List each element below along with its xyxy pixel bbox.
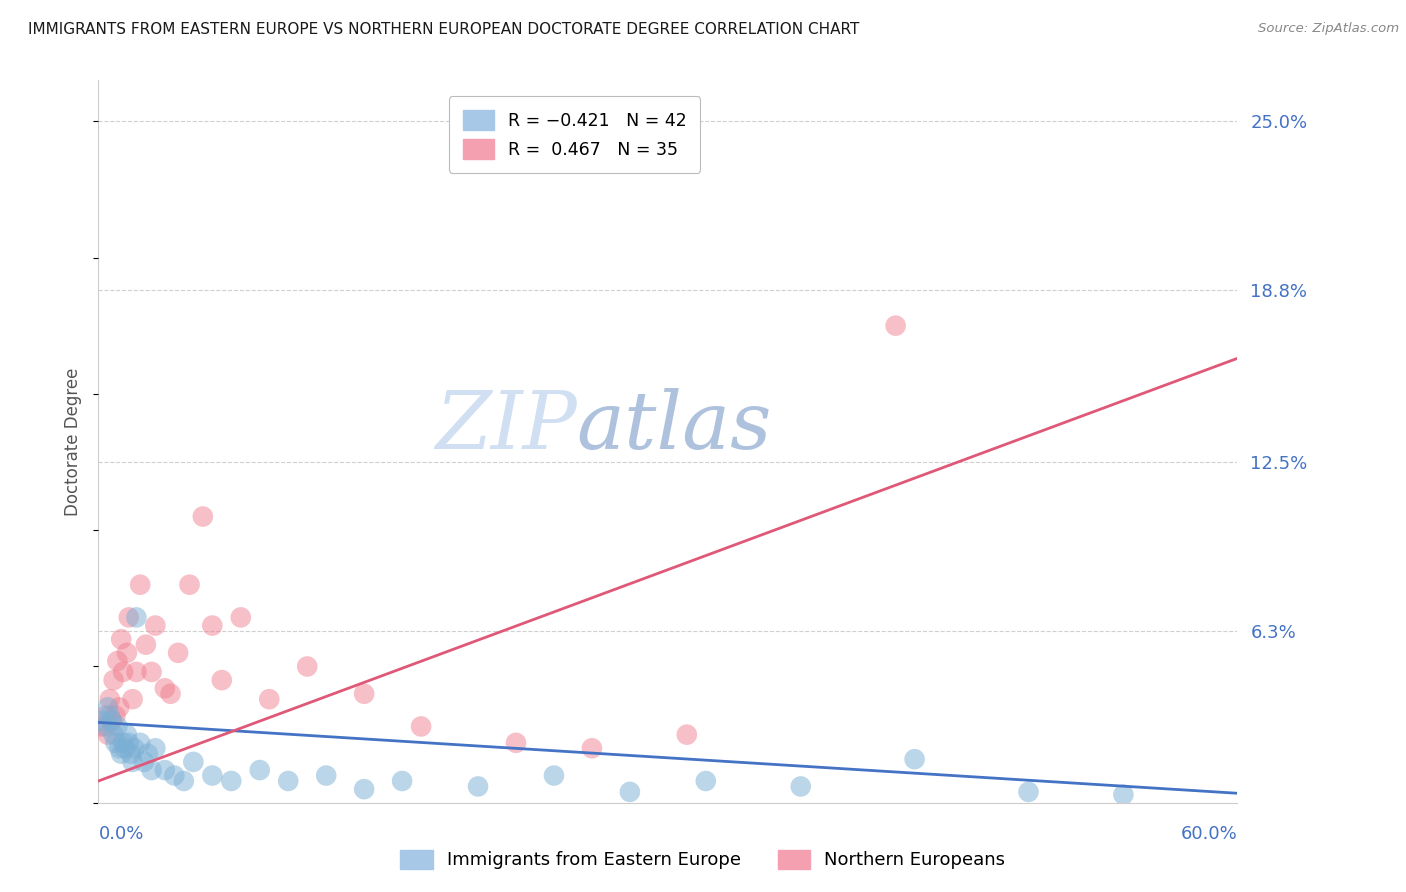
Text: 0.0%: 0.0% xyxy=(98,824,143,843)
Point xyxy=(790,780,813,794)
Point xyxy=(391,774,413,789)
Point xyxy=(884,318,907,333)
Legend: R = −0.421   N = 42, R =  0.467   N = 35: R = −0.421 N = 42, R = 0.467 N = 35 xyxy=(449,96,700,173)
Point xyxy=(1112,788,1135,802)
Point xyxy=(179,577,201,591)
Point xyxy=(132,755,155,769)
Point xyxy=(163,768,186,782)
Point xyxy=(104,736,127,750)
Point xyxy=(118,736,141,750)
Point xyxy=(229,610,252,624)
Point xyxy=(121,755,143,769)
Point xyxy=(107,654,129,668)
Point xyxy=(112,665,135,679)
Point xyxy=(695,774,717,789)
Point xyxy=(467,780,489,794)
Point xyxy=(115,728,138,742)
Point xyxy=(353,782,375,797)
Point xyxy=(277,774,299,789)
Point xyxy=(91,719,114,733)
Text: atlas: atlas xyxy=(576,388,772,466)
Point xyxy=(543,768,565,782)
Point xyxy=(145,618,167,632)
Point xyxy=(112,736,135,750)
Point xyxy=(121,692,143,706)
Point xyxy=(153,763,176,777)
Point xyxy=(125,665,148,679)
Point xyxy=(118,610,141,624)
Point xyxy=(353,687,375,701)
Point xyxy=(159,687,181,701)
Point xyxy=(141,665,163,679)
Text: 60.0%: 60.0% xyxy=(1181,824,1237,843)
Point xyxy=(115,646,138,660)
Point xyxy=(110,632,132,647)
Point xyxy=(103,673,125,687)
Point xyxy=(100,714,122,728)
Point xyxy=(904,752,927,766)
Point xyxy=(676,728,699,742)
Point xyxy=(100,714,122,728)
Point xyxy=(103,728,125,742)
Point xyxy=(505,736,527,750)
Point xyxy=(211,673,233,687)
Point xyxy=(108,700,131,714)
Point xyxy=(201,768,224,782)
Point xyxy=(108,741,131,756)
Point xyxy=(94,708,117,723)
Point xyxy=(97,728,120,742)
Y-axis label: Doctorate Degree: Doctorate Degree xyxy=(65,368,83,516)
Point xyxy=(1018,785,1040,799)
Point xyxy=(124,741,146,756)
Point xyxy=(411,719,433,733)
Point xyxy=(201,618,224,632)
Point xyxy=(191,509,214,524)
Text: ZIP: ZIP xyxy=(434,388,576,466)
Point xyxy=(136,747,159,761)
Point xyxy=(221,774,243,789)
Point xyxy=(114,741,136,756)
Text: Source: ZipAtlas.com: Source: ZipAtlas.com xyxy=(1258,22,1399,36)
Point xyxy=(91,714,114,728)
Point xyxy=(619,785,641,799)
Point xyxy=(315,768,337,782)
Point xyxy=(98,708,121,723)
Point xyxy=(129,577,152,591)
Point xyxy=(183,755,205,769)
Point xyxy=(129,736,152,750)
Point xyxy=(110,747,132,761)
Point xyxy=(153,681,176,696)
Point xyxy=(125,610,148,624)
Legend: Immigrants from Eastern Europe, Northern Europeans: Immigrants from Eastern Europe, Northern… xyxy=(391,840,1015,879)
Text: IMMIGRANTS FROM EASTERN EUROPE VS NORTHERN EUROPEAN DOCTORATE DEGREE CORRELATION: IMMIGRANTS FROM EASTERN EUROPE VS NORTHE… xyxy=(28,22,859,37)
Point xyxy=(297,659,319,673)
Point xyxy=(173,774,195,789)
Point xyxy=(120,747,142,761)
Point xyxy=(94,719,117,733)
Point xyxy=(104,708,127,723)
Point xyxy=(581,741,603,756)
Point xyxy=(97,700,120,714)
Point xyxy=(141,763,163,777)
Point xyxy=(135,638,157,652)
Point xyxy=(167,646,190,660)
Point xyxy=(249,763,271,777)
Point xyxy=(107,719,129,733)
Point xyxy=(259,692,281,706)
Point xyxy=(98,692,121,706)
Point xyxy=(145,741,167,756)
